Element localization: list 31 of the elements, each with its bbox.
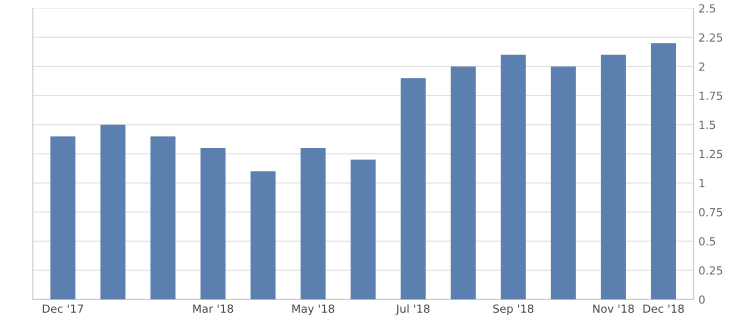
x-tick-label: Dec '17 bbox=[42, 304, 84, 313]
bar bbox=[50, 136, 76, 300]
y-tick-label: 0 bbox=[699, 295, 705, 304]
bar bbox=[150, 136, 176, 300]
bar bbox=[350, 160, 376, 300]
bar bbox=[400, 78, 426, 300]
x-tick-label: Jul '18 bbox=[396, 304, 430, 315]
x-tick-label: Dec '18 bbox=[643, 304, 684, 313]
bar bbox=[300, 148, 326, 300]
bar bbox=[550, 66, 576, 300]
bar bbox=[200, 148, 226, 300]
y-tick-label: 0.75 bbox=[699, 208, 722, 216]
x-tick-label: Nov '18 bbox=[593, 304, 634, 313]
y-tick-label: 0.25 bbox=[699, 266, 722, 275]
bar bbox=[600, 54, 626, 300]
y-tick-label: 2 bbox=[699, 62, 704, 71]
y-tick-label: 2.25 bbox=[699, 33, 722, 42]
bar bbox=[650, 43, 676, 300]
bar bbox=[500, 54, 526, 300]
x-tick-label: May '18 bbox=[292, 304, 334, 316]
y-tick-label: 0.5 bbox=[699, 237, 716, 246]
y-tick-label: 1.75 bbox=[700, 92, 722, 100]
y-tick-label: 1.5 bbox=[700, 120, 716, 130]
x-tick-label: Mar '18 bbox=[193, 304, 234, 313]
x-tick-label: Sep '18 bbox=[493, 304, 534, 316]
bar bbox=[100, 124, 126, 300]
bar bbox=[450, 66, 476, 300]
bar bbox=[250, 171, 276, 300]
y-tick-label: 2.5 bbox=[699, 4, 716, 13]
y-tick-label: 1.25 bbox=[700, 150, 722, 158]
y-tick-label: 1 bbox=[700, 179, 704, 188]
